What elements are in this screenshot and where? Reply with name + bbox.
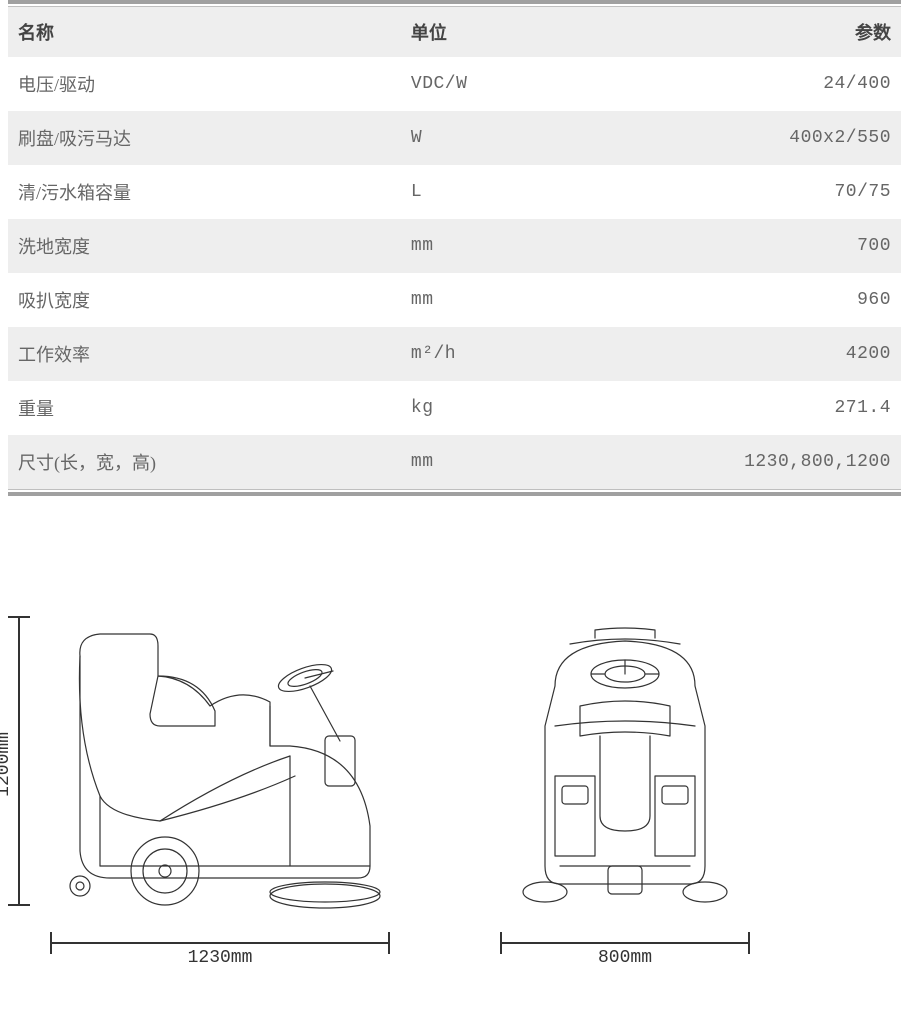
cell-unit: mm [401,273,597,327]
col-header-value: 参数 [597,7,901,57]
side-view-svg [40,616,400,916]
table-row: 刷盘/吸污马达W400x2/550 [8,111,901,165]
table-top-rule [8,0,901,7]
col-header-name: 名称 [8,7,401,57]
col-header-unit: 单位 [401,7,597,57]
cell-value: 700 [597,219,901,273]
cell-value: 960 [597,273,901,327]
front-view-svg [500,616,750,916]
side-view-figure: 1230mm [40,616,400,968]
cell-value: 271.4 [597,381,901,435]
cell-unit: mm [401,219,597,273]
table-row: 洗地宽度mm700 [8,219,901,273]
cell-value: 1230,800,1200 [597,435,901,489]
height-dimension-bar [18,616,20,906]
cell-unit: kg [401,381,597,435]
side-view-block: 1200mm [18,616,400,968]
cell-name: 工作效率 [8,327,401,381]
cell-value: 4200 [597,327,901,381]
cell-value: 24/400 [597,57,901,111]
width-dimension-bar [500,942,750,944]
cell-value: 70/75 [597,165,901,219]
cell-name: 吸扒宽度 [8,273,401,327]
height-dimension-label: 1200mm [0,732,14,797]
cell-name: 洗地宽度 [8,219,401,273]
cell-name: 清/污水箱容量 [8,165,401,219]
dimension-drawings: 1200mm [8,616,901,968]
table-row: 清/污水箱容量L70/75 [8,165,901,219]
cell-name: 重量 [8,381,401,435]
table-row: 吸扒宽度mm960 [8,273,901,327]
spec-table: 名称 单位 参数 电压/驱动VDC/W24/400刷盘/吸污马达W400x2/5… [8,7,901,489]
cell-name: 尺寸(长，宽，高) [8,435,401,489]
cell-name: 电压/驱动 [8,57,401,111]
width-dimension: 800mm [500,942,750,968]
length-dimension-label: 1230mm [188,948,253,968]
length-dimension-bar [50,942,390,944]
table-bottom-rule [8,489,901,496]
cell-unit: m²/h [401,327,597,381]
cell-unit: L [401,165,597,219]
cell-value: 400x2/550 [597,111,901,165]
length-dimension: 1230mm [50,942,390,968]
cell-unit: VDC/W [401,57,597,111]
table-row: 重量kg271.4 [8,381,901,435]
table-row: 电压/驱动VDC/W24/400 [8,57,901,111]
cell-unit: mm [401,435,597,489]
cell-unit: W [401,111,597,165]
table-row: 尺寸(长，宽，高)mm1230,800,1200 [8,435,901,489]
cell-name: 刷盘/吸污马达 [8,111,401,165]
height-dimension: 1200mm [18,616,20,906]
table-row: 工作效率m²/h4200 [8,327,901,381]
table-header-row: 名称 单位 参数 [8,7,901,57]
front-view-figure: 800mm [500,616,750,968]
width-dimension-label: 800mm [598,948,652,968]
